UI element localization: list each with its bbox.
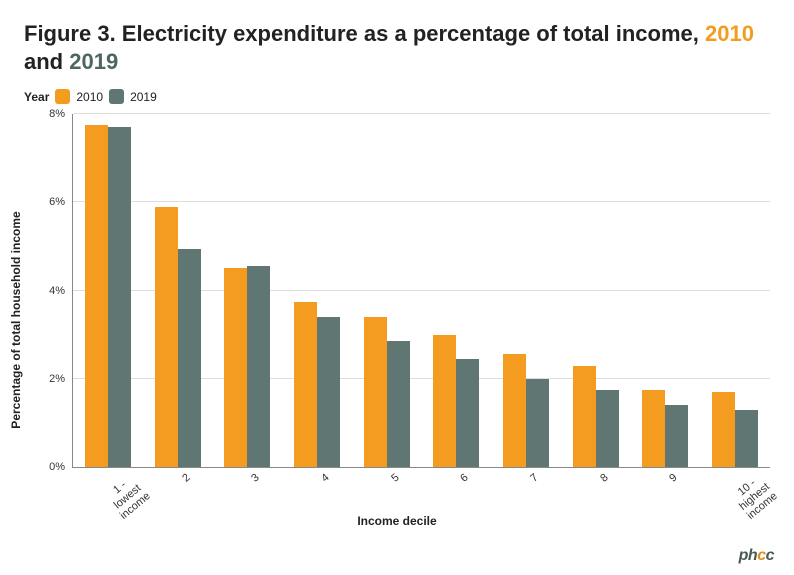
bar — [665, 405, 688, 467]
plot-area: 0%2%4%6%8%1 - lowest income2345678910 - … — [72, 114, 770, 468]
legend-swatch-2019 — [109, 89, 124, 104]
y-axis-label: Percentage of total household income — [9, 211, 23, 428]
y-tick: 6% — [49, 196, 73, 208]
x-tick: 10 - highest income — [726, 467, 780, 522]
legend-item-2010: 2010 — [76, 90, 103, 104]
logo: phcc — [739, 547, 774, 565]
bar — [642, 390, 665, 467]
bar — [178, 249, 201, 467]
grid-line — [73, 113, 770, 114]
bar — [596, 390, 619, 467]
x-tick: 5 — [385, 467, 401, 485]
bar — [317, 317, 340, 467]
x-tick: 1 - lowest income — [98, 467, 152, 522]
legend-swatch-2010 — [55, 89, 70, 104]
x-tick: 6 — [455, 467, 471, 485]
x-tick: 7 — [524, 467, 540, 485]
bar — [387, 341, 410, 467]
bar — [712, 392, 735, 467]
bar — [85, 125, 108, 467]
y-tick: 0% — [49, 461, 73, 473]
logo-part-1: ph — [739, 547, 758, 564]
bar — [735, 410, 758, 467]
y-tick: 8% — [49, 108, 73, 120]
x-tick: 3 — [246, 467, 262, 485]
figure-title: Figure 3. Electricity expenditure as a p… — [24, 20, 770, 75]
bar — [247, 266, 270, 467]
grid-line — [73, 201, 770, 202]
x-tick: 8 — [594, 467, 610, 485]
title-year-2019: 2019 — [69, 49, 118, 74]
bar — [456, 359, 479, 467]
chart: Percentage of total household income 0%2… — [24, 110, 770, 530]
bar — [364, 317, 387, 467]
bar — [433, 335, 456, 467]
title-year-2010: 2010 — [705, 21, 754, 46]
y-tick: 2% — [49, 373, 73, 385]
y-tick: 4% — [49, 285, 73, 297]
x-tick: 2 — [176, 467, 192, 485]
legend: Year 2010 2019 — [24, 89, 770, 104]
bar — [294, 302, 317, 467]
bar — [573, 366, 596, 467]
x-tick: 4 — [315, 467, 331, 485]
x-tick: 9 — [664, 467, 680, 485]
bar — [503, 354, 526, 467]
logo-part-3: c — [766, 547, 774, 564]
bar — [108, 127, 131, 467]
bar — [526, 379, 549, 467]
logo-part-2: c — [757, 547, 765, 564]
title-sep: and — [24, 49, 69, 74]
bar — [155, 207, 178, 467]
bar — [224, 268, 247, 467]
title-prefix: Figure 3. Electricity expenditure as a p… — [24, 21, 705, 46]
legend-item-2019: 2019 — [130, 90, 157, 104]
x-axis-label: Income decile — [357, 514, 436, 528]
legend-label: Year — [24, 90, 49, 104]
